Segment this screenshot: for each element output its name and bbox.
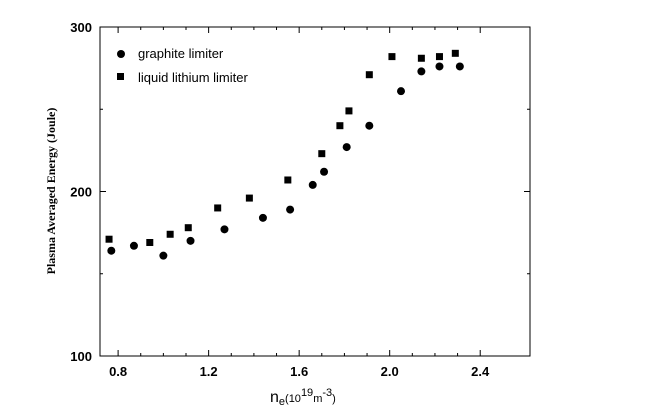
x-axis-label-exp2: -3	[322, 387, 332, 399]
lithium-point	[345, 107, 353, 115]
lithium-point	[318, 150, 326, 158]
graphite-point	[258, 213, 267, 222]
data-points	[105, 49, 464, 260]
x-tick-label: 1.6	[290, 364, 308, 379]
y-tick-label: 100	[70, 349, 92, 364]
lithium-point	[365, 71, 373, 79]
graphite-point	[342, 143, 351, 152]
lithium-point	[435, 53, 443, 61]
graphite-point	[186, 236, 195, 245]
x-tick-label: 2.0	[381, 364, 399, 379]
legend-label-graphite: graphite limiter	[138, 46, 224, 61]
x-axis-label: ne(1019m-3)	[270, 387, 336, 408]
x-axis-label-close: )	[332, 393, 336, 405]
x-axis-label-rest: (10	[285, 393, 301, 405]
graphite-point	[220, 225, 229, 234]
lithium-point	[284, 176, 292, 184]
legend: graphite limiter liquid lithium limiter	[117, 46, 248, 85]
lithium-point	[336, 122, 344, 130]
x-tick-label: 0.8	[109, 364, 127, 379]
x-axis-label-exp1: 19	[301, 387, 313, 399]
graphite-point	[417, 67, 426, 76]
x-tick-label: 2.4	[471, 364, 490, 379]
graphite-point	[286, 205, 295, 214]
axis-ticks	[100, 26, 530, 357]
graphite-point	[320, 167, 329, 176]
graphite-point	[435, 62, 444, 71]
x-tick-labels: 0.8 1.2 1.6 2.0 2.4	[109, 364, 490, 379]
x-tick-label: 1.2	[200, 364, 218, 379]
graphite-point	[129, 241, 138, 250]
y-tick-label: 300	[70, 20, 92, 35]
lithium-point	[245, 194, 253, 202]
x-axis-label-m: m	[313, 393, 322, 405]
graphite-point	[397, 87, 405, 96]
graphite-point	[455, 62, 464, 71]
x-axis-label-n: n	[270, 389, 279, 406]
graphite-point	[308, 180, 317, 189]
lithium-point	[166, 230, 174, 238]
legend-marker-lithium	[117, 73, 124, 80]
lithium-point	[105, 235, 113, 243]
lithium-point	[417, 54, 425, 62]
graphite-point	[159, 251, 168, 260]
lithium-point	[388, 53, 396, 61]
legend-label-lithium: liquid lithium limiter	[138, 70, 248, 85]
lithium-point	[146, 238, 154, 246]
lithium-point	[451, 49, 459, 57]
legend-marker-graphite	[117, 50, 125, 58]
y-axis-label: Plasma Averaged Energy (Joule)	[44, 108, 58, 275]
lithium-point	[214, 204, 222, 212]
x-axis-label-sub: e	[279, 396, 285, 408]
y-tick-label: 200	[70, 185, 92, 200]
graphite-point	[107, 246, 116, 255]
lithium-point	[184, 224, 192, 232]
y-tick-labels: 100 200 300	[70, 20, 92, 364]
graphite-point	[365, 121, 374, 130]
